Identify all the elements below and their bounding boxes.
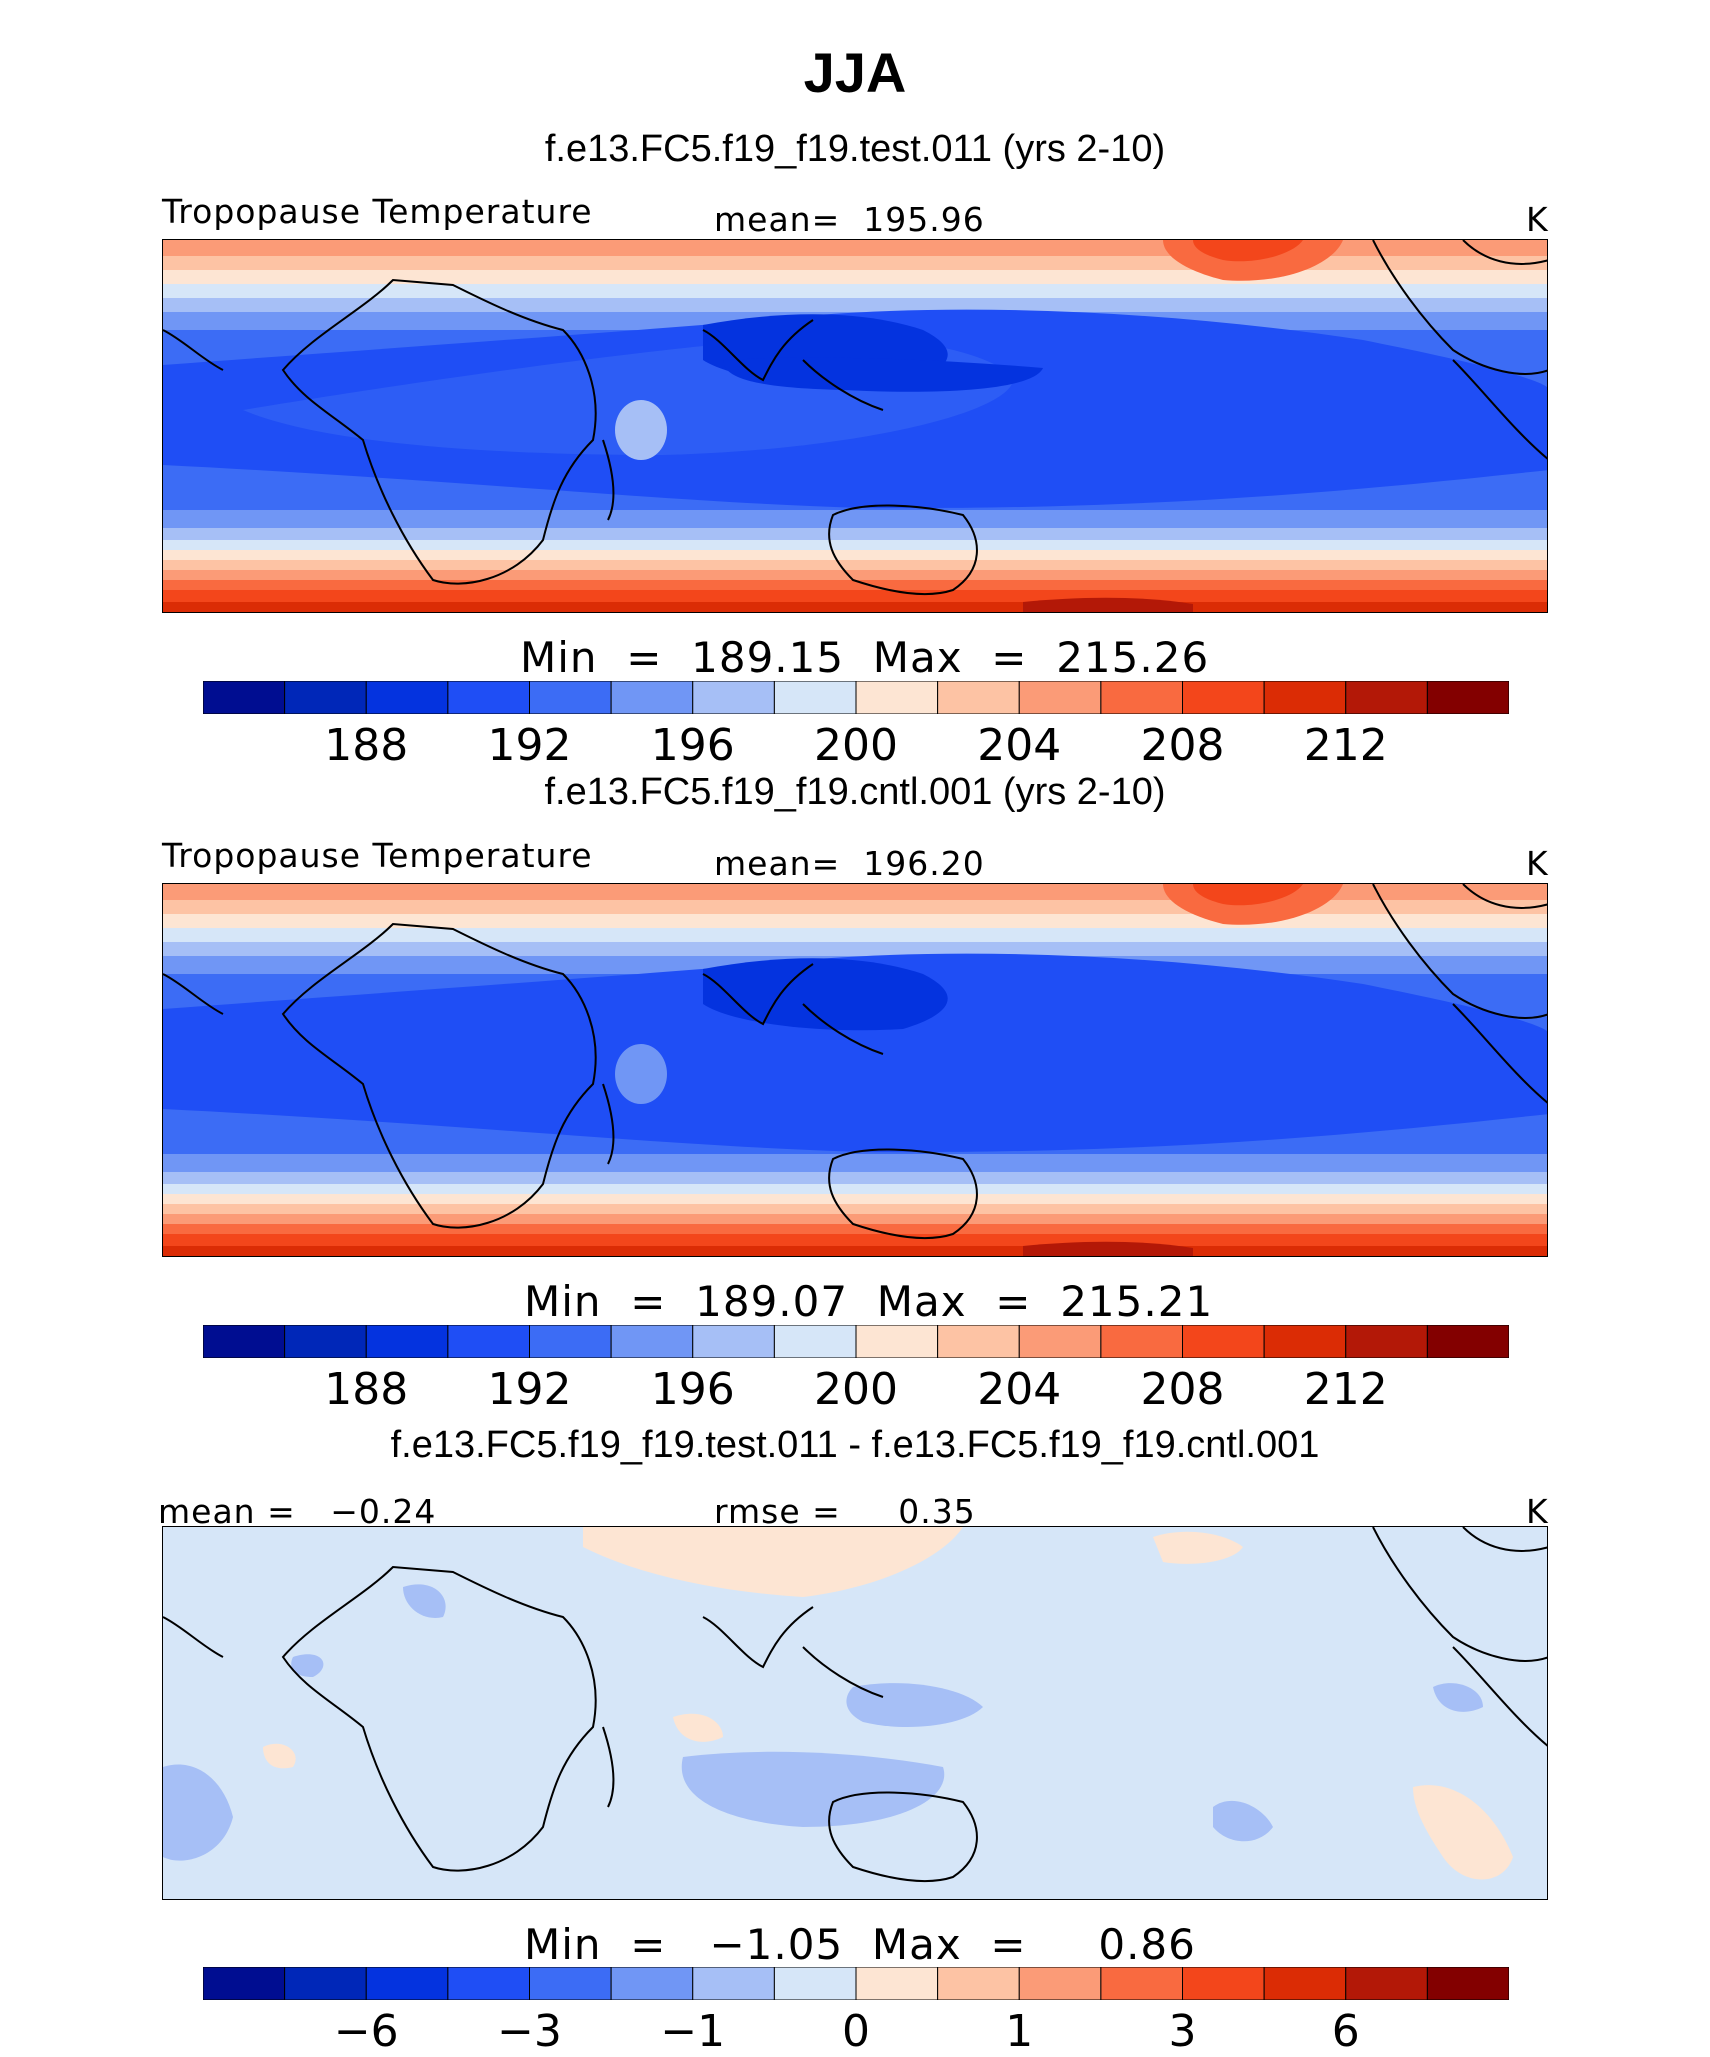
colorbar-swatch <box>284 1967 367 2000</box>
colorbar-swatch <box>1345 1325 1428 1358</box>
colorbar-swatch <box>1426 681 1509 714</box>
panel-1-colorbar <box>203 681 1509 714</box>
colorbar-swatch <box>1182 681 1265 714</box>
colorbar-swatch <box>365 681 449 714</box>
colorbar-swatch <box>365 1325 449 1358</box>
colorbar-swatch <box>447 1967 531 2000</box>
colorbar-swatch <box>529 1967 612 2000</box>
colorbar-swatch <box>692 681 775 714</box>
colorbar-swatch <box>773 1325 857 1358</box>
colorbar-tick-label: 192 <box>487 1364 572 1415</box>
colorbar-swatch <box>1100 1967 1184 2000</box>
panel-2-variable-label: Tropopause Temperature <box>162 836 593 875</box>
colorbar-tick-label: 200 <box>814 720 898 771</box>
colorbar-swatch <box>610 1325 694 1358</box>
colorbar-tick-label: −3 <box>497 2006 562 2057</box>
panel-3-min-max: Min = −1.05 Max = 0.86 <box>524 1920 1196 1969</box>
colorbar-tick-label: 212 <box>1303 720 1388 771</box>
colorbar-swatch <box>1345 681 1428 714</box>
colorbar-swatch <box>1263 1967 1347 2000</box>
colorbar-swatch <box>855 681 939 714</box>
colorbar-tick-label: 192 <box>487 720 572 771</box>
colorbar-tick-label: 208 <box>1140 1364 1225 1415</box>
colorbar-swatch <box>937 1967 1020 2000</box>
panel-1-units-label: K <box>1526 200 1549 239</box>
colorbar-swatch <box>529 681 612 714</box>
colorbar-swatch <box>692 1325 775 1358</box>
colorbar-swatch <box>1018 1325 1102 1358</box>
panel-2-map <box>162 883 1548 1257</box>
colorbar-tick-label: 3 <box>1168 2006 1197 2057</box>
colorbar-swatch <box>1100 1325 1184 1358</box>
colorbar-swatch <box>692 1967 775 2000</box>
colorbar-swatch <box>1182 1967 1265 2000</box>
panel-1-field <box>163 240 1547 612</box>
colorbar-tick-label: 200 <box>814 1364 898 1415</box>
panel-1-min-max: Min = 189.15 Max = 215.26 <box>520 633 1210 682</box>
panel-1-title: f.e13.FC5.f19_f19.test.011 (yrs 2-10) <box>544 128 1166 170</box>
panel-2-min-max: Min = 189.07 Max = 215.21 <box>524 1277 1214 1326</box>
colorbar-swatch <box>1182 1325 1265 1358</box>
colorbar-tick-label: 212 <box>1303 1364 1388 1415</box>
colorbar-tick-label: 6 <box>1331 2006 1360 2057</box>
panel-1-map <box>162 239 1548 613</box>
colorbar-swatch <box>284 681 367 714</box>
colorbar-swatch <box>284 1325 367 1358</box>
colorbar-swatch <box>610 681 694 714</box>
colorbar-swatch <box>937 1325 1020 1358</box>
colorbar-swatch <box>1018 681 1102 714</box>
colorbar-tick-label: 204 <box>977 1364 1062 1415</box>
colorbar-swatch <box>447 1325 531 1358</box>
colorbar-tick-label: −1 <box>660 2006 726 2057</box>
colorbar-swatch <box>855 1325 939 1358</box>
panel-2-units-label: K <box>1526 844 1549 883</box>
panel-3-field <box>163 1527 1547 1899</box>
panel-2-field <box>163 884 1547 1256</box>
colorbar-tick-label: 196 <box>650 1364 735 1415</box>
colorbar-swatch <box>447 681 531 714</box>
colorbar-swatch <box>1426 1325 1509 1358</box>
colorbar-swatch <box>1263 681 1347 714</box>
colorbar-swatch <box>773 1967 857 2000</box>
panel-2-title: f.e13.FC5.f19_f19.cntl.001 (yrs 2-10) <box>544 771 1166 813</box>
page-title: JJA <box>803 41 907 104</box>
colorbar-swatch <box>203 1325 286 1358</box>
panel-3-mean-label: mean = −0.24 <box>158 1492 437 1531</box>
colorbar-swatch <box>1100 681 1184 714</box>
colorbar-swatch <box>1426 1967 1509 2000</box>
panel-1-mean-label: mean= 195.96 <box>714 200 985 239</box>
colorbar-swatch <box>529 1325 612 1358</box>
colorbar-tick-label: 204 <box>977 720 1062 771</box>
colorbar-tick-label: 196 <box>650 720 735 771</box>
panel-3-map <box>162 1526 1548 1900</box>
colorbar-swatch <box>365 1967 449 2000</box>
colorbar-tick-label: 0 <box>842 2006 870 2057</box>
colorbar-swatch <box>610 1967 694 2000</box>
colorbar-swatch <box>1018 1967 1102 2000</box>
colorbar-tick-label: −6 <box>333 2006 399 2057</box>
colorbar-tick-label: 1 <box>1005 2006 1034 2057</box>
colorbar-swatch <box>1263 1325 1347 1358</box>
colorbar-swatch <box>203 681 286 714</box>
colorbar-tick-label: 208 <box>1140 720 1225 771</box>
colorbar-swatch <box>937 681 1020 714</box>
colorbar-tick-label: 188 <box>324 1364 409 1415</box>
colorbar-swatch <box>1345 1967 1428 2000</box>
colorbar-swatch <box>855 1967 939 2000</box>
panel-2-colorbar <box>203 1325 1509 1358</box>
panel-3-units-label: K <box>1526 1492 1549 1531</box>
panel-3-rmse-label: rmse = 0.35 <box>714 1492 976 1531</box>
panel-3-title: f.e13.FC5.f19_f19.test.011 - f.e13.FC5.f… <box>390 1424 1320 1466</box>
panel-2-mean-label: mean= 196.20 <box>714 844 985 883</box>
panel-3-colorbar <box>203 1967 1509 2000</box>
colorbar-tick-label: 188 <box>324 720 409 771</box>
colorbar-swatch <box>773 681 857 714</box>
colorbar-swatch <box>203 1967 286 2000</box>
panel-1-variable-label: Tropopause Temperature <box>162 192 593 231</box>
